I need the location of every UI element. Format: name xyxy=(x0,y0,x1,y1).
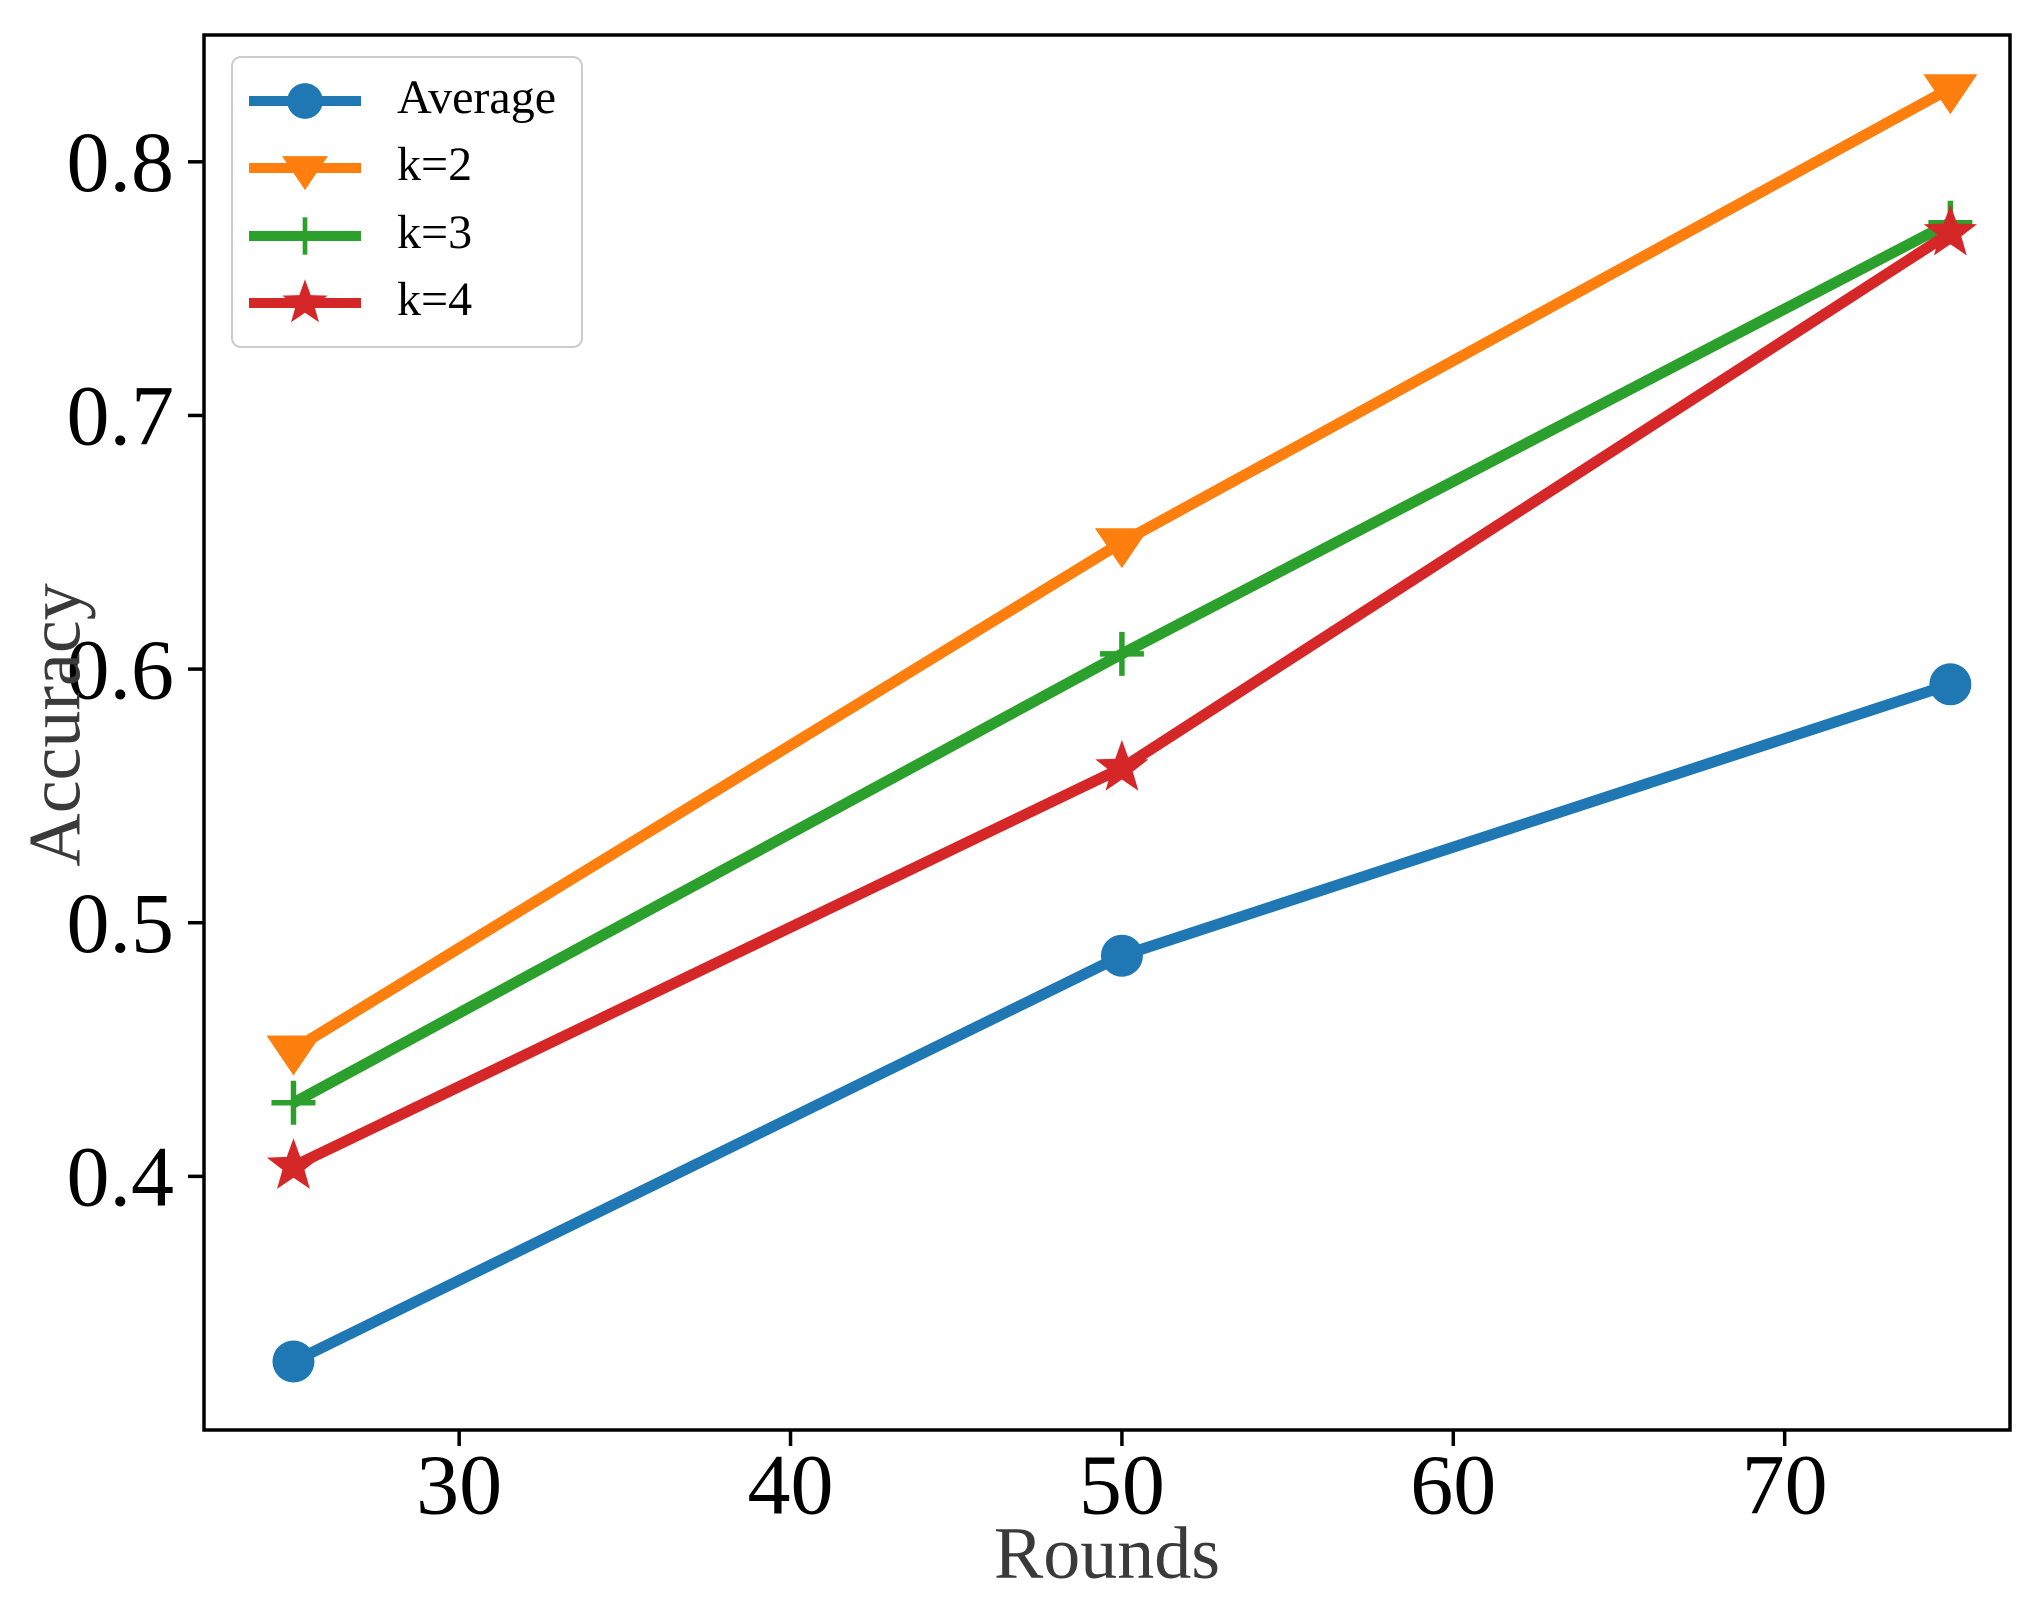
y-tick-label: 0.5 xyxy=(67,875,175,971)
circle-marker-icon xyxy=(287,83,323,120)
circle-marker-icon xyxy=(272,1340,315,1383)
x-tick-label: 50 xyxy=(1079,1437,1165,1533)
plus-marker-icon xyxy=(286,216,324,255)
legend-item-k-4: k=4 xyxy=(247,273,581,333)
plot-spines xyxy=(202,33,2012,1432)
star-marker-icon xyxy=(266,1138,321,1189)
star-marker-icon xyxy=(1923,204,1977,256)
circle-marker-icon xyxy=(1929,663,1972,706)
y-tick-label: 0.4 xyxy=(67,1129,175,1225)
series-average xyxy=(272,663,1972,1383)
star-marker-icon xyxy=(1095,740,1149,791)
y-tick-label: 0.7 xyxy=(67,368,175,464)
x-tick-label: 40 xyxy=(748,1437,834,1533)
triangle-down-marker-icon xyxy=(266,1035,321,1076)
x-tick-label: 30 xyxy=(416,1437,502,1533)
triangle-down-marker-icon xyxy=(1923,74,1978,115)
y-tick-label: 0.6 xyxy=(67,621,175,717)
triangle-down-marker-icon xyxy=(1094,528,1149,569)
legend-item-average: Average xyxy=(247,71,581,131)
legend-sample-line xyxy=(249,83,361,120)
series-k-2 xyxy=(266,74,1978,1076)
y-axis-label: Accuracy xyxy=(14,583,97,867)
legend-item-k-2: k=2 xyxy=(247,138,581,198)
legend-sample-line xyxy=(249,278,361,323)
legend-label: k=2 xyxy=(397,138,473,192)
legend-label: k=3 xyxy=(397,205,473,259)
star-marker-icon xyxy=(282,278,328,323)
legend-label: Average xyxy=(397,71,556,125)
x-tick-label: 60 xyxy=(1410,1437,1496,1533)
plus-marker-icon xyxy=(1099,631,1144,676)
legend-label: k=4 xyxy=(397,272,473,326)
x-tick-label: 70 xyxy=(1742,1437,1828,1533)
legend-sample-line xyxy=(249,156,361,191)
series-k-4 xyxy=(266,204,1977,1189)
legend-sample-line xyxy=(249,216,361,255)
x-axis-label: Rounds xyxy=(993,1513,1221,1595)
series-line xyxy=(291,679,1953,1367)
legend: Average k=2 k=3 k=4 xyxy=(231,56,583,348)
triangle-down-marker-icon xyxy=(282,156,328,191)
plus-marker-icon xyxy=(271,1080,316,1125)
circle-marker-icon xyxy=(1100,934,1143,977)
legend-item-k-3: k=3 xyxy=(247,206,581,266)
y-tick-label: 0.8 xyxy=(67,114,175,210)
series-line xyxy=(291,228,1954,1172)
